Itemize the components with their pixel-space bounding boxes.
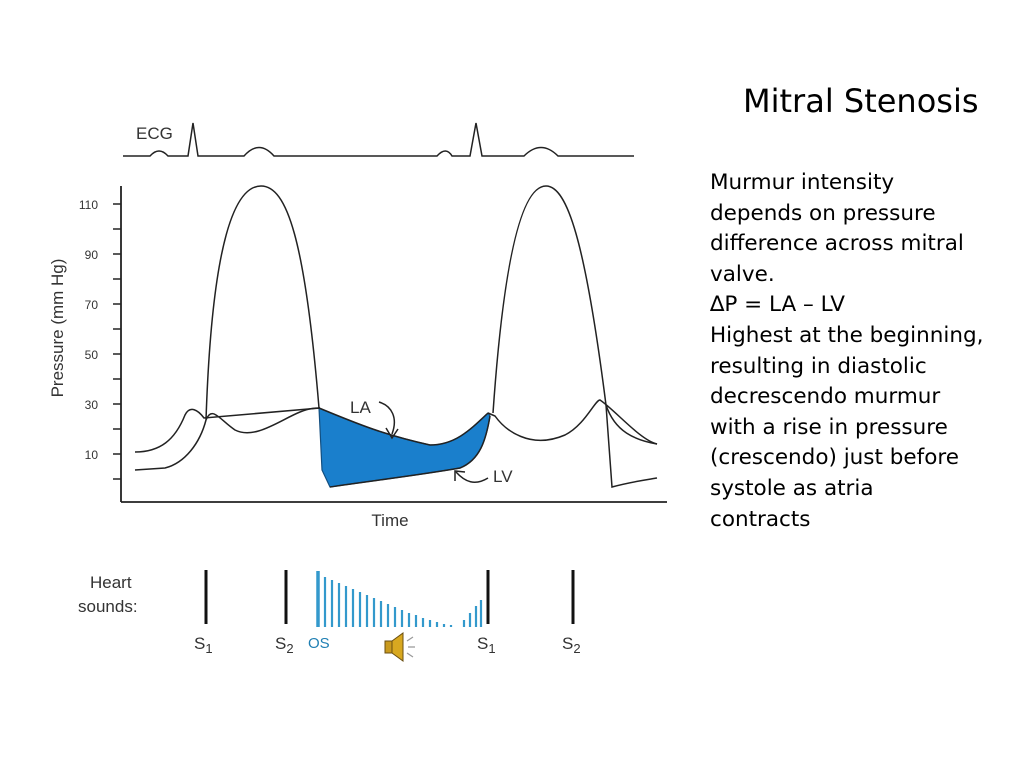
- y-tick-label: 110: [79, 198, 98, 212]
- speaker-audio-icon[interactable]: [384, 632, 415, 662]
- s1-label: S1: [477, 634, 496, 656]
- body-line: difference across mitral: [710, 231, 964, 257]
- diastolic-murmur-bars: [316, 571, 483, 627]
- ecg-label: ECG: [136, 124, 173, 143]
- pressure-axes: 110 90 70 50 30 10 Pressure (mm Hg) Time: [48, 186, 667, 530]
- ecg-trace: ECG: [123, 122, 634, 157]
- body-line: systole as atria: [710, 475, 874, 501]
- body-line: valve.: [710, 261, 775, 287]
- body-line: ∆P = LA – LV: [710, 292, 845, 318]
- body-line: (crescendo) just before: [710, 445, 959, 471]
- body-line: decrescendo murmur: [710, 384, 941, 410]
- x-axis-label: Time: [371, 511, 408, 530]
- lv-arrowhead: [454, 470, 466, 481]
- slide-title: Mitral Stenosis: [743, 82, 979, 120]
- la-arrow: [378, 401, 396, 435]
- body-line: Murmur intensity: [710, 170, 895, 195]
- opening-snap-label: OS: [308, 635, 330, 652]
- y-tick-label: 10: [85, 448, 99, 462]
- y-tick-label: 50: [85, 348, 99, 362]
- y-tick-label: 90: [85, 248, 99, 262]
- s1-label: S1: [194, 634, 213, 656]
- y-tick-label: 70: [85, 298, 99, 312]
- y-axis-label: Pressure (mm Hg): [48, 259, 67, 398]
- mitral-stenosis-diagram: ECG 110 90 70 50 30 10 Pressure (mm H: [48, 122, 667, 662]
- la-arrowhead: [385, 427, 399, 440]
- la-label: LA: [350, 398, 371, 417]
- la-pressure-curve: [134, 399, 658, 453]
- body-line: contracts: [710, 506, 811, 532]
- lv-label: LV: [493, 467, 513, 486]
- heart-sounds-label: Heart: [90, 573, 132, 592]
- aortic-lv-pressure-curve: [134, 185, 658, 471]
- body-line: Highest at the beginning,: [710, 322, 984, 348]
- body-line: depends on pressure: [710, 200, 936, 226]
- heart-sounds-panel: Heart sounds:: [78, 570, 581, 662]
- heart-sounds-label: sounds:: [78, 597, 138, 616]
- y-tick-label: 30: [85, 398, 99, 412]
- body-line: resulting in diastolic: [710, 353, 927, 379]
- pressure-gradient-area: [318, 407, 491, 488]
- body-line: with a rise in pressure: [710, 414, 948, 440]
- lv-arrow: [455, 471, 489, 484]
- lv-pressure-curve: [329, 404, 658, 488]
- slide-body-text: Murmur intensity depends on pressure dif…: [710, 168, 1022, 535]
- s2-label: S2: [562, 634, 581, 656]
- s2-label: S2: [275, 634, 294, 656]
